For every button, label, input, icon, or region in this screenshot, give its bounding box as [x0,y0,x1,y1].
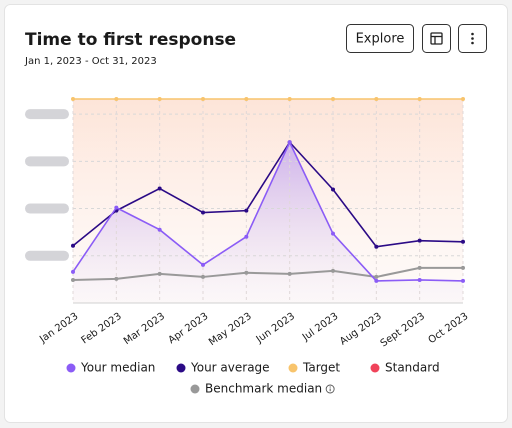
point [114,205,119,210]
point [114,276,119,281]
point [417,277,422,282]
chart-subtitle: Jan 1, 2023 - Oct 31, 2023 [24,56,157,67]
point [157,186,162,191]
point [201,210,205,215]
more-icon [471,32,474,45]
y-tick-placeholder [25,203,69,214]
series-line [72,140,464,248]
point [201,274,205,279]
legend-swatch [190,384,200,394]
point [287,271,292,276]
point [461,278,465,283]
point [331,268,335,273]
y-tick-placeholder [25,109,69,120]
point [374,278,379,283]
point [417,238,422,243]
point [331,187,335,192]
point [71,97,75,101]
point [157,271,162,276]
point [244,208,249,213]
point [374,97,379,101]
point [157,97,162,101]
point [71,269,75,274]
point [157,227,162,232]
point [201,97,205,101]
point [461,239,465,244]
info-icon-dot [329,386,331,388]
point [287,97,292,101]
point [244,97,249,101]
explore-button[interactable] [346,24,414,53]
point [331,231,335,236]
point [244,234,249,239]
point [374,244,379,249]
area [73,142,463,303]
y-tick-placeholder [25,156,69,167]
point [201,262,205,267]
point [461,97,465,101]
legend-label: Your average [190,361,270,375]
point [374,274,379,279]
info-icon [325,384,335,394]
legend-swatch [288,363,298,373]
legend-label: Standard [385,361,440,375]
point [71,243,75,248]
point [461,265,465,270]
legend-label: Benchmark median [205,382,322,396]
point [417,265,422,270]
legend-label: Target [302,361,340,375]
explore-label[interactable]: Explore [356,32,405,47]
y-tick-placeholder [25,250,69,261]
series-line [72,140,464,282]
point [244,270,249,275]
point [331,97,335,101]
point [114,97,119,101]
legend-swatch [176,363,186,373]
layout-button[interactable] [422,24,451,53]
point [287,140,292,145]
legend-swatch [370,363,380,373]
legend-label: Your median [80,361,155,375]
series-line [72,266,463,281]
layout-icon [430,32,443,45]
point [71,277,75,282]
chart-title: Time to first response [25,30,236,50]
point [417,97,422,101]
legend-swatch [66,363,76,373]
